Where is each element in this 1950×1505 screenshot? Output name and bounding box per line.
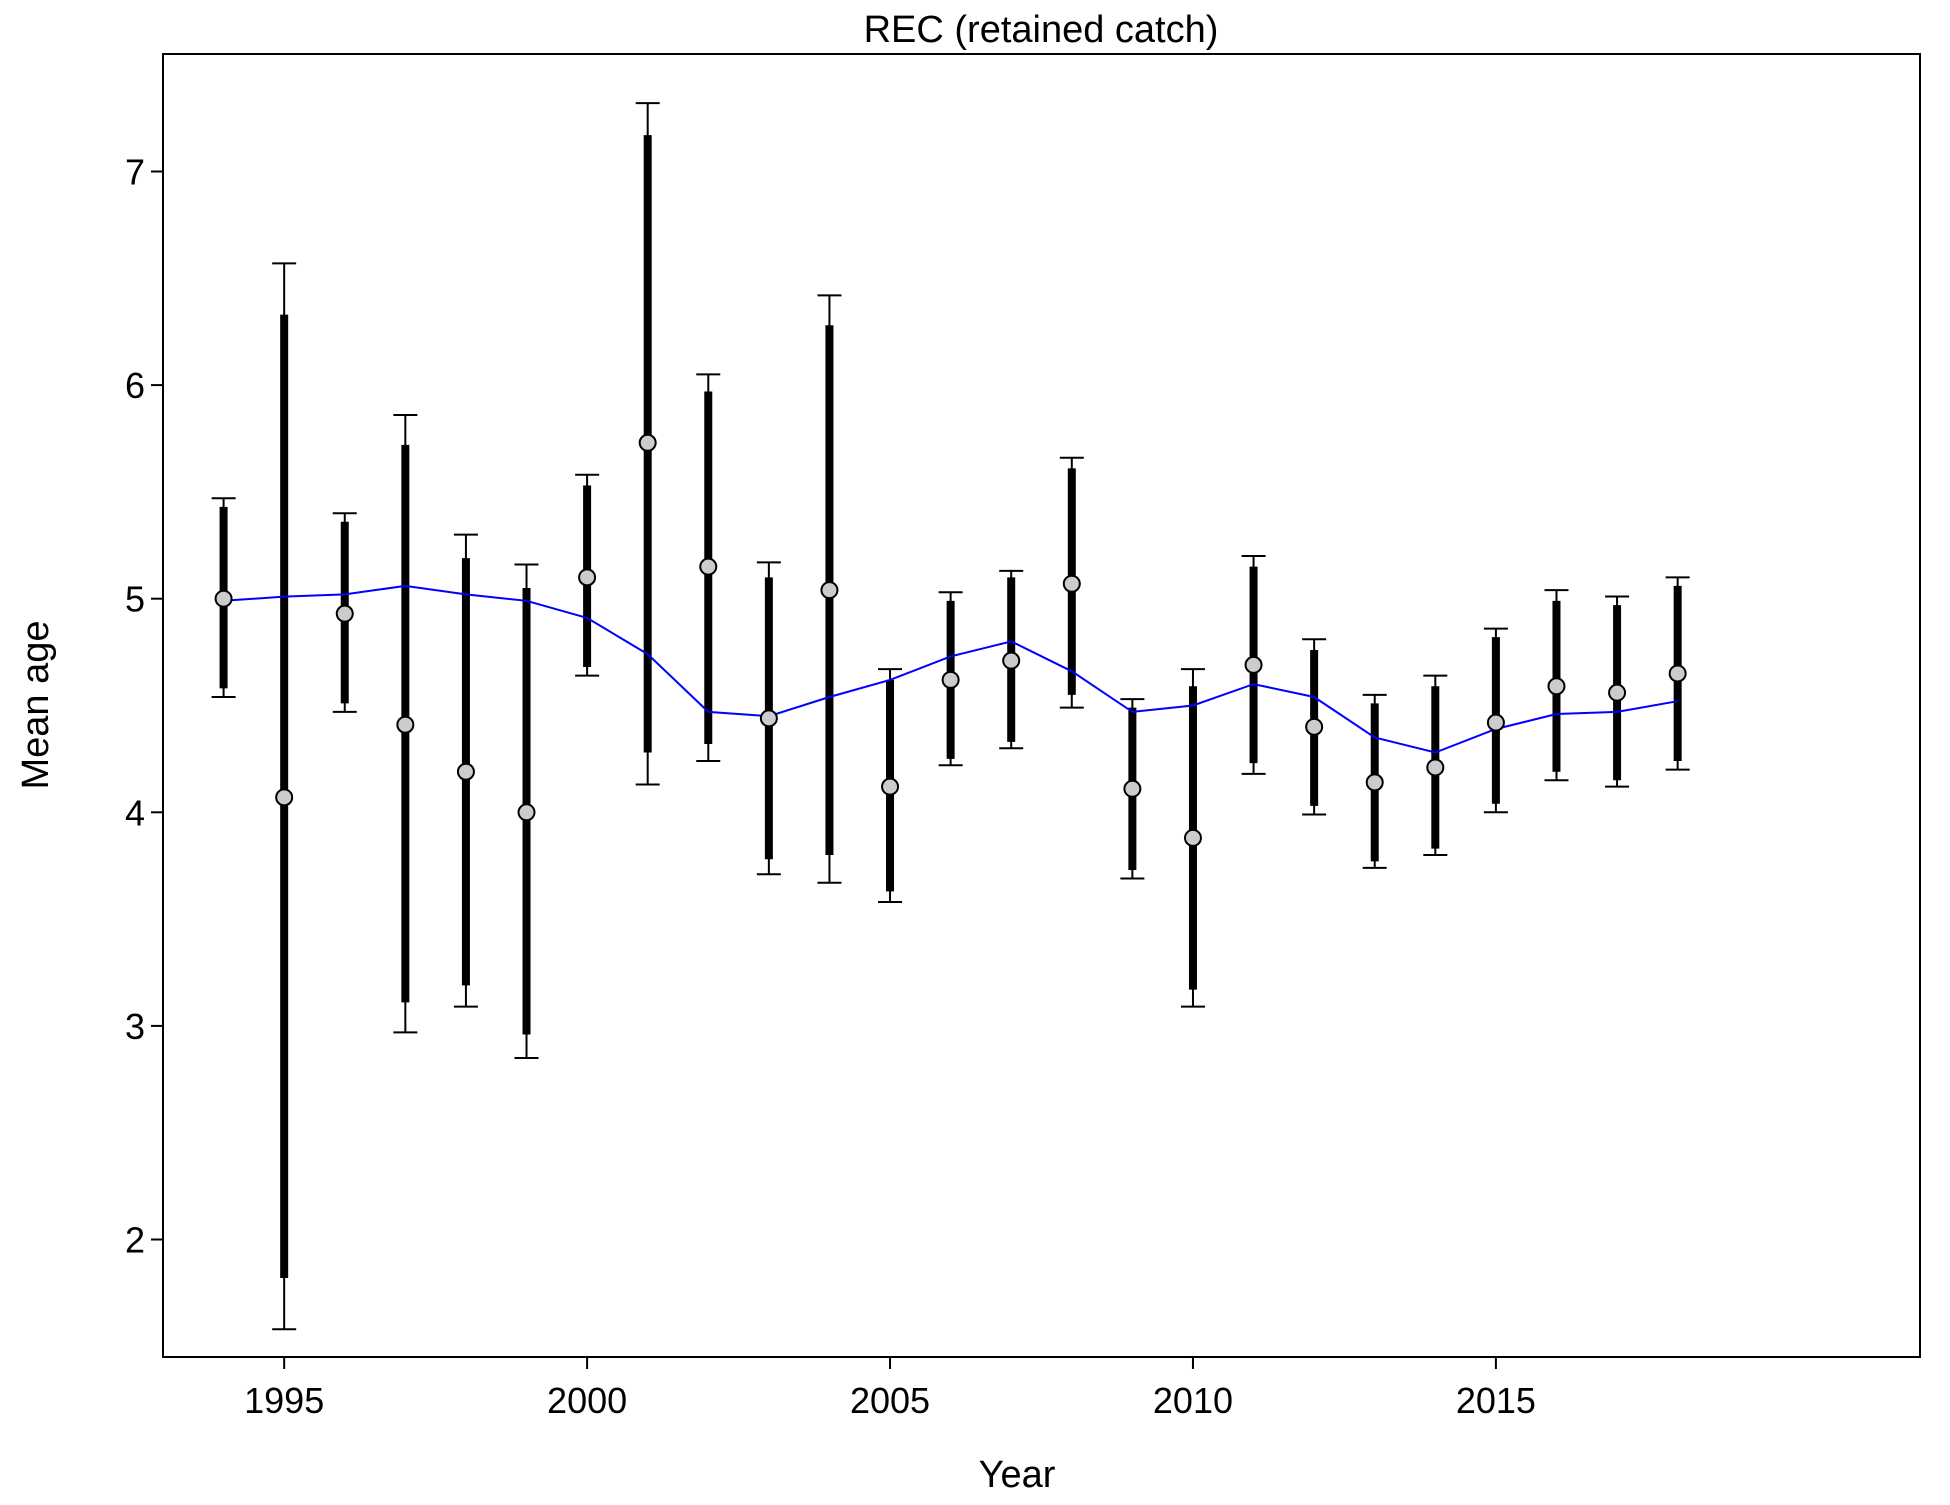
y-tick-label: 2 (125, 1220, 145, 1261)
y-tick-label: 4 (125, 792, 145, 833)
x-axis-label: Year (979, 1454, 1056, 1496)
observed-point (578, 568, 597, 587)
plot-frame (162, 53, 1921, 1358)
observed-point (1486, 713, 1505, 732)
observed-point (941, 670, 960, 689)
expected-line (223, 584, 1678, 754)
y-axis-label: Mean age (15, 620, 57, 789)
observed-point (1547, 677, 1566, 696)
x-tick-label: 1995 (244, 1380, 324, 1421)
observed-point (1365, 773, 1384, 792)
y-tick-label: 5 (125, 579, 145, 620)
observed-point (517, 803, 536, 822)
observed-point (1002, 651, 1021, 670)
expected-line-group (223, 584, 1678, 754)
chart-title: REC (retained catch) (864, 9, 1219, 51)
y-tick-label: 6 (125, 365, 145, 406)
observed-point (1244, 655, 1263, 674)
x-axis: 1995 2000 2005 2010 2015 (244, 1357, 1536, 1421)
observed-points (214, 433, 1687, 847)
observed-point (699, 557, 718, 576)
observed-point (396, 715, 415, 734)
x-tick-label: 2010 (1153, 1380, 1233, 1421)
y-axis: 2 3 4 5 6 7 (125, 151, 163, 1261)
observed-point (820, 581, 839, 600)
error-bars (211, 102, 1690, 1331)
observed-point (1426, 758, 1445, 777)
observed-point (275, 788, 294, 807)
x-tick-label: 2000 (547, 1380, 627, 1421)
observed-point (881, 777, 900, 796)
observed-point (1062, 574, 1081, 593)
observed-point (1123, 779, 1142, 798)
y-tick-label: 7 (125, 151, 145, 192)
observed-point (759, 709, 778, 728)
observed-point (456, 762, 475, 781)
x-tick-label: 2015 (1456, 1380, 1536, 1421)
observed-point (335, 604, 354, 623)
x-tick-label: 2005 (850, 1380, 930, 1421)
observed-point (1668, 664, 1687, 683)
y-tick-label: 3 (125, 1006, 145, 1047)
observed-point (638, 433, 657, 452)
observed-point (1608, 683, 1627, 702)
observed-point (1305, 717, 1324, 736)
observed-point (1183, 828, 1202, 847)
observed-point (214, 589, 233, 608)
